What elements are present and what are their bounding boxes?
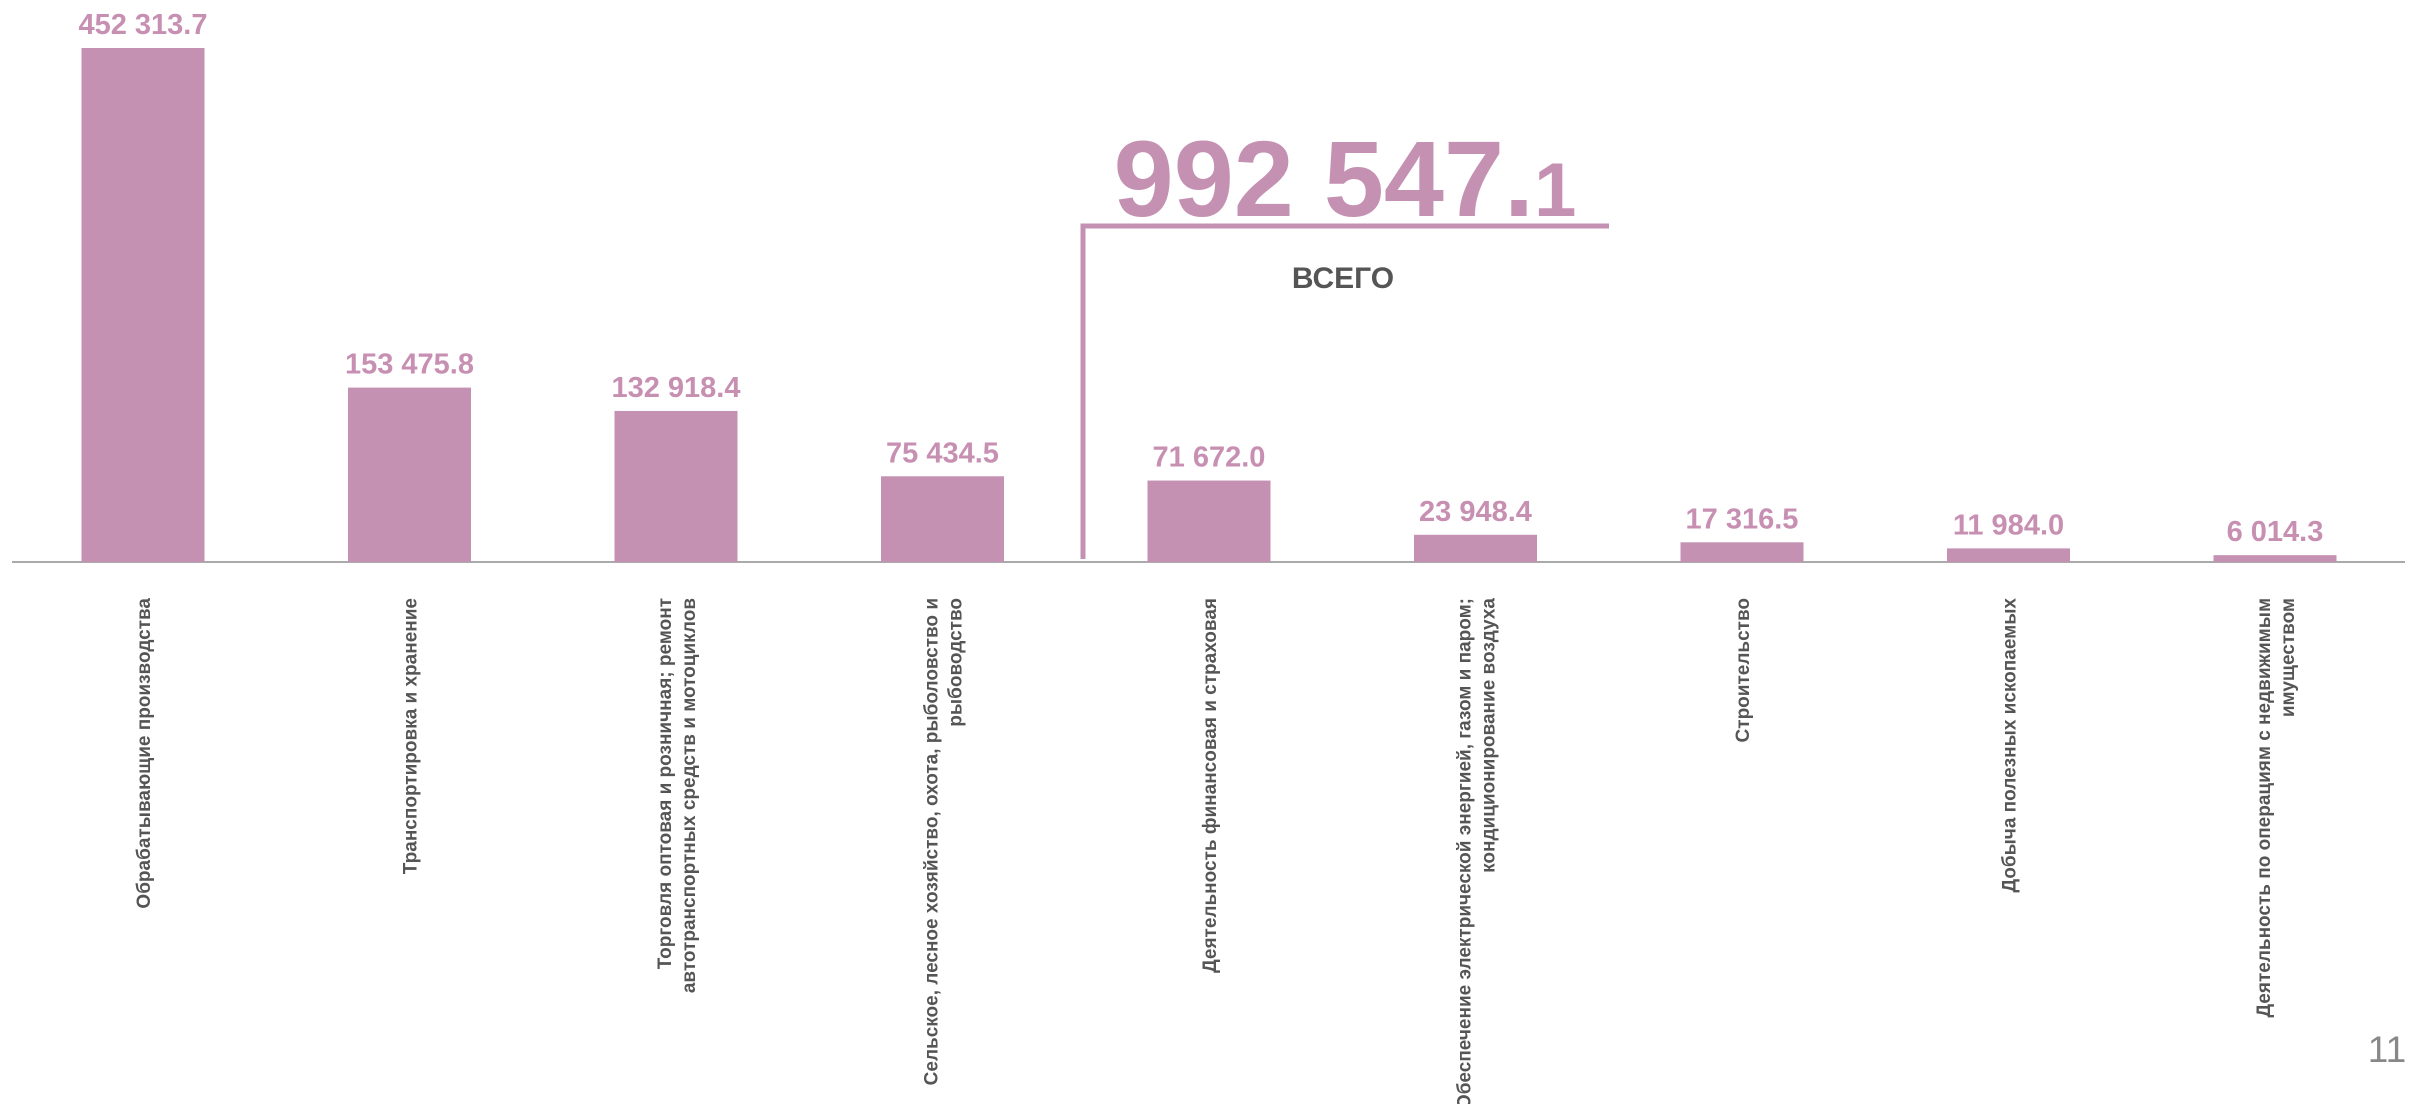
x-tick-label: Добыча полезных ископаемых: [2000, 598, 2021, 893]
value-label: 132 918.4: [611, 372, 740, 404]
value-label: 23 948.4: [1419, 496, 1532, 528]
x-tick-label: Деятельность финансовая и страховая: [1200, 598, 1221, 973]
value-label: 153 475.8: [345, 349, 474, 381]
x-tick-label: Транспортировка и хранение: [401, 598, 422, 874]
x-tick-label: Сельское, лесное хозяйство, охота, рыбол…: [922, 598, 967, 1085]
value-label: 75 434.5: [886, 437, 999, 469]
x-tick-label: Строительство: [1733, 598, 1754, 742]
bar: [1947, 548, 2070, 562]
bar: [881, 476, 1004, 562]
total-value: 992 547.1: [1114, 118, 1577, 239]
bar: [348, 387, 471, 562]
value-label: 11 984.0: [1953, 509, 2064, 541]
value-label: 452 313.7: [78, 9, 207, 41]
total-bracket: [1080, 223, 1609, 559]
x-tick-label: Обеспечение электрической энергией, газо…: [1455, 598, 1500, 1104]
bar: [614, 410, 738, 562]
value-label: 6 014.3: [2227, 516, 2324, 548]
value-label: 71 672.0: [1153, 442, 1266, 474]
bar: [1414, 534, 1537, 562]
bar: [1147, 480, 1271, 562]
total-caption: ВСЕГО: [1292, 262, 1394, 295]
x-tick-label: Обрабатывающие производства: [134, 598, 155, 909]
page-number: 11: [2368, 1029, 2406, 1070]
bar: [81, 48, 205, 562]
bar: [2213, 555, 2337, 562]
value-label: 17 316.5: [1686, 503, 1799, 535]
bar: [1680, 542, 1804, 562]
x-tick-label: Торговля оптовая и розничная; ремонт авто…: [655, 598, 700, 993]
x-tick-label: Деятельность по операциям с недвижимым им…: [2254, 598, 2299, 1017]
